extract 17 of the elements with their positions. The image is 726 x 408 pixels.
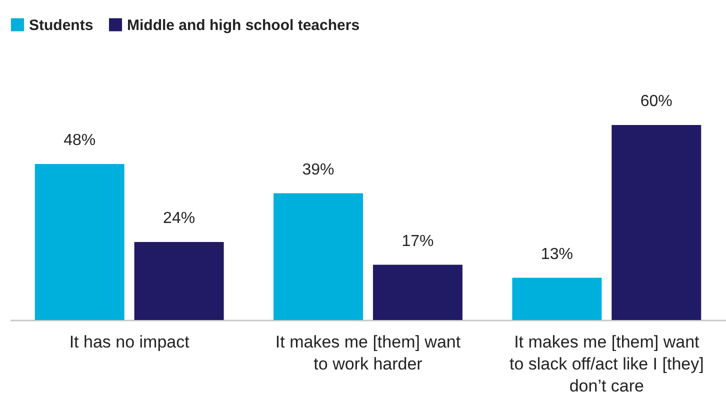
data-label: 17%: [402, 232, 434, 250]
legend-label: Students: [29, 16, 94, 34]
bar: [612, 125, 702, 320]
data-label: 13%: [540, 246, 573, 263]
data-label: 60%: [640, 93, 672, 110]
data-label: 24%: [163, 210, 196, 227]
legend-label: Middle and high school teachers: [127, 16, 360, 34]
bar: [274, 193, 364, 320]
bar: [34, 164, 124, 320]
data-label: 48%: [64, 132, 96, 149]
bar: [134, 242, 224, 320]
data-label: 39%: [302, 161, 334, 178]
x-tick-label: It makes me [them] want to work harder: [275, 332, 461, 374]
bar: [512, 278, 602, 320]
x-tick-label: It has no impact: [69, 332, 190, 352]
x-tick-label: It makes me [them] want to slack off/act like I [they] don’t care: [509, 332, 704, 396]
bar: [372, 264, 462, 320]
